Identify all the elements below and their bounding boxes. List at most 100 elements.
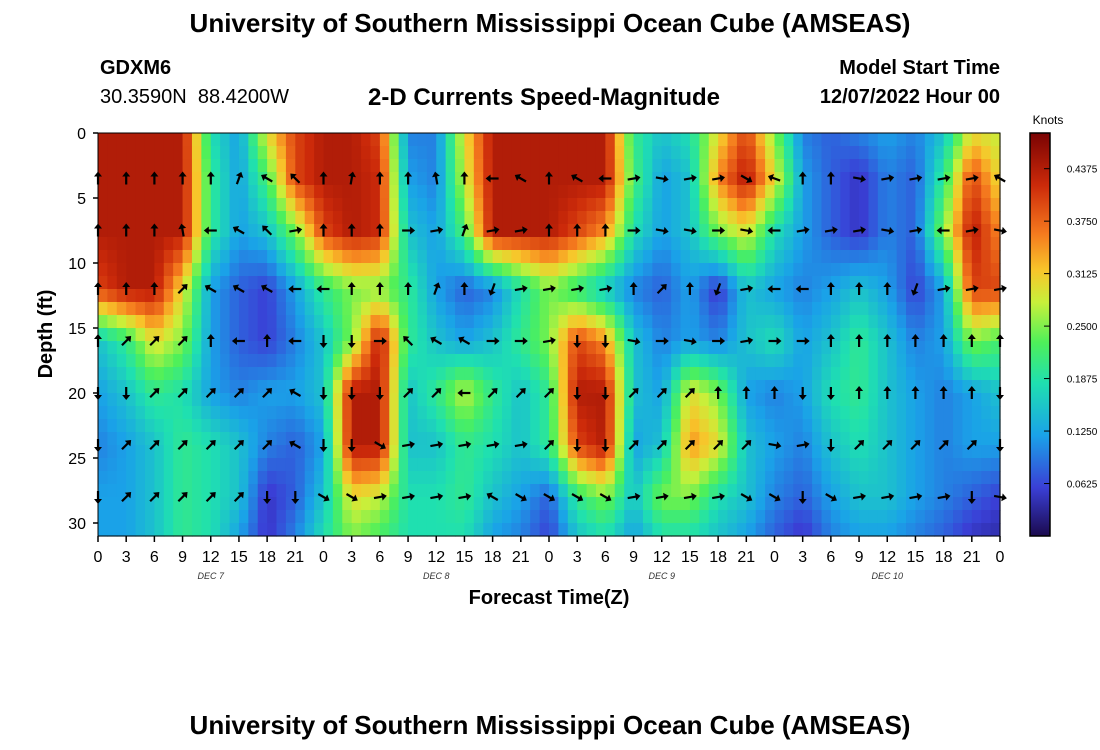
heatmap-cell [990, 523, 1001, 537]
heatmap-cell [774, 146, 785, 160]
heatmap-cell [633, 419, 644, 433]
current-arrow [909, 174, 923, 183]
heatmap-cell [633, 328, 644, 342]
heatmap-cell [962, 315, 973, 329]
heatmap-cell [783, 393, 794, 407]
heatmap-cell [323, 198, 334, 212]
heatmap-cell [107, 263, 118, 277]
heatmap-cell [849, 471, 860, 485]
heatmap-cell [671, 302, 682, 316]
heatmap-cell [398, 367, 409, 381]
heatmap-cell [755, 380, 766, 394]
heatmap-cell [915, 354, 926, 368]
heatmap-cell [783, 289, 794, 303]
heatmap-cell [906, 445, 917, 459]
heatmap-cell [605, 328, 616, 342]
heatmap-cell [774, 484, 785, 498]
heatmap-cell [436, 445, 447, 459]
heatmap-cell [520, 419, 531, 433]
heatmap-cell [783, 211, 794, 225]
heatmap-cell [586, 497, 597, 511]
heatmap-cell [962, 328, 973, 342]
heatmap-cell [116, 302, 127, 316]
heatmap-cell [464, 406, 475, 420]
heatmap-cell [708, 211, 719, 225]
heatmap-cell [793, 458, 804, 472]
heatmap-cell [558, 497, 569, 511]
current-arrow [628, 440, 639, 451]
heatmap-cell [849, 133, 860, 147]
heatmap-cell [351, 328, 362, 342]
heatmap-cell [135, 224, 146, 238]
heatmap-cell [671, 328, 682, 342]
heatmap-cell [379, 354, 390, 368]
heatmap-cell [220, 484, 231, 498]
heatmap-cell [718, 211, 729, 225]
heatmap-cell [887, 146, 898, 160]
heatmap-cell [332, 237, 343, 251]
heatmap-cell [483, 263, 494, 277]
heatmap-cell [802, 133, 813, 147]
heatmap-cell [473, 276, 484, 290]
heatmap-cell [708, 523, 719, 537]
heatmap-cell [539, 471, 550, 485]
heatmap-cell [361, 328, 372, 342]
heatmap-cell [304, 354, 315, 368]
heatmap-cell [812, 250, 823, 264]
heatmap-cell [774, 185, 785, 199]
arrow-head [150, 223, 159, 229]
current-arrow [290, 173, 301, 184]
heatmap-cell [238, 328, 249, 342]
heatmap-cell [774, 523, 785, 537]
arrow-head [660, 284, 667, 291]
arrow-head [124, 336, 132, 343]
heatmap-cell [661, 523, 672, 537]
heatmap-cell [98, 315, 108, 329]
heatmap-cell [502, 224, 513, 238]
heatmap-cell [379, 315, 390, 329]
heatmap-cell [671, 523, 682, 537]
heatmap-cell [727, 367, 738, 381]
heatmap-cell [708, 367, 719, 381]
heatmap-cell [464, 458, 475, 472]
heatmap-cell [492, 328, 503, 342]
heatmap-cell [736, 159, 747, 173]
arrow-head [263, 499, 272, 504]
heatmap-cell [473, 211, 484, 225]
heatmap-cell [126, 250, 137, 264]
heatmap-cell [436, 354, 447, 368]
heatmap-cell [642, 380, 653, 394]
heatmap-cell [699, 510, 710, 524]
current-arrow [347, 282, 356, 295]
arrow-head [206, 334, 215, 339]
heatmap-cell [859, 198, 870, 212]
heatmap-cell [229, 523, 240, 537]
heatmap-cell [304, 471, 315, 485]
heatmap-cell [586, 328, 597, 342]
heatmap-cell [351, 250, 362, 264]
heatmap-cell [746, 380, 757, 394]
current-arrow [855, 334, 864, 347]
heatmap-cell [793, 211, 804, 225]
heatmap-cell [671, 393, 682, 407]
arrow-head [152, 388, 160, 395]
heatmap-cell [295, 302, 306, 316]
heatmap-cell [257, 328, 268, 342]
heatmap-cell [398, 159, 409, 173]
heatmap-cell [455, 289, 466, 303]
heatmap-cell [783, 276, 794, 290]
current-arrow [433, 282, 441, 296]
heatmap-cell [116, 159, 127, 173]
heatmap-cell [182, 276, 193, 290]
heatmap-cell [586, 315, 597, 329]
heatmap-cell [812, 302, 823, 316]
heatmap-cell [830, 393, 841, 407]
heatmap-cell [793, 133, 804, 147]
heatmap-cell [473, 250, 484, 264]
heatmap-cell [990, 211, 1001, 225]
heatmap-cell [520, 458, 531, 472]
heatmap-cell [859, 250, 870, 264]
heatmap-cell [990, 328, 1001, 342]
heatmap-cell [981, 133, 992, 147]
heatmap-cell [877, 211, 888, 225]
